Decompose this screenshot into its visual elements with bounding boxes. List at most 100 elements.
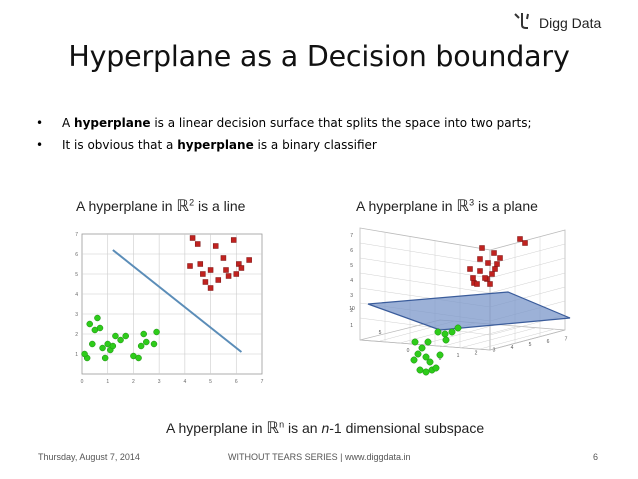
red-point — [230, 237, 237, 243]
red-point — [194, 241, 201, 247]
green-point — [122, 332, 129, 340]
brand-name: Digg Data — [539, 15, 602, 31]
red-point — [485, 260, 491, 266]
green-point — [432, 364, 440, 372]
x-tick-label: 7 — [261, 379, 264, 385]
green-point — [150, 340, 158, 348]
bullet-text: is a binary classifier — [253, 138, 377, 152]
decision-line — [112, 249, 243, 353]
green-point — [109, 342, 117, 350]
red-point — [497, 255, 503, 261]
tick-labels: 0 1 2 3 4 5 6 7 1 2 3 4 5 6 7 — [75, 232, 263, 385]
red-point — [212, 243, 219, 249]
green-point — [101, 354, 109, 362]
x-tick-label: 4 — [183, 379, 186, 385]
green-point — [81, 350, 88, 358]
y-tick-label: 7 — [75, 232, 78, 238]
caption-text: A hyperplane in — [356, 198, 457, 214]
red-point — [246, 257, 252, 263]
data-points-green — [410, 324, 462, 376]
scatter-plot-2d: 0 1 2 3 4 5 6 7 1 2 3 4 5 6 7 — [75, 232, 263, 385]
bullet-list: • A hyperplane is a linear decision surf… — [36, 116, 626, 160]
y-tick-label: 3 — [493, 348, 496, 354]
real-space-symbol: ℝ — [456, 198, 470, 215]
red-point — [225, 273, 232, 279]
red-point — [477, 268, 483, 274]
y-tick-label: 4 — [75, 292, 78, 298]
green-point — [418, 344, 426, 352]
footer-series: WITHOUT TEARS SERIES | www.diggdata.in — [228, 452, 411, 462]
green-point — [416, 366, 424, 374]
y-tick-label: 6 — [75, 252, 78, 258]
y-tick-label: 2 — [475, 350, 478, 356]
y-tick-label: 5 — [529, 342, 532, 348]
y-tick-label: 4 — [511, 345, 514, 351]
red-point — [474, 281, 480, 287]
red-point — [482, 275, 488, 281]
red-point — [489, 271, 495, 277]
z-tick-label: 1 — [350, 323, 353, 329]
red-point — [517, 236, 523, 242]
bullet-text: A — [62, 116, 75, 130]
z-tick-label: 7 — [350, 233, 353, 239]
plot-grid — [81, 233, 263, 375]
red-point — [494, 261, 500, 267]
red-point — [223, 267, 229, 273]
green-point — [89, 340, 96, 348]
left-figure-caption: A hyperplane in ℝ2 is a line — [76, 196, 245, 216]
green-point — [422, 353, 430, 361]
z-tick-label: 5 — [350, 263, 353, 269]
green-point — [436, 351, 444, 359]
data-points — [81, 235, 252, 362]
red-point — [207, 285, 214, 291]
red-point — [470, 275, 476, 281]
x-tick-label: 5 — [209, 379, 212, 385]
red-point — [207, 267, 214, 273]
bullet-bold-term: hyperplane — [74, 116, 151, 130]
red-point — [479, 245, 485, 251]
red-point — [492, 266, 498, 272]
red-point — [467, 266, 473, 272]
green-point — [99, 344, 106, 352]
green-point — [117, 336, 124, 344]
z-tick-label: 6 — [350, 248, 353, 254]
y-tick-label: 5 — [75, 272, 78, 278]
x-tick-label: 3 — [158, 379, 161, 385]
brand-logo: Digg Data — [513, 12, 601, 34]
caption-text: is an — [284, 420, 322, 436]
y-tick-label: 3 — [75, 312, 78, 318]
green-point — [112, 332, 119, 340]
x-tick-label: 0 — [407, 348, 410, 354]
green-point — [441, 330, 449, 338]
y-tick-label: 2 — [75, 332, 78, 338]
bullet-item: • It is obvious that a hyperplane is a b… — [36, 138, 626, 152]
hyperplane-plane — [367, 291, 571, 331]
caption-text: -1 dimensional subspace — [329, 420, 485, 436]
caption-text: A hyperplane in — [76, 198, 177, 214]
green-point — [135, 354, 142, 362]
caption-text: A hyperplane in — [166, 420, 267, 436]
real-space-symbol: ℝ — [266, 420, 280, 437]
red-point — [189, 235, 196, 241]
bullet-text: is a linear decision surface that splits… — [150, 116, 532, 130]
bottom-figure-caption: A hyperplane in ℝn is an n-1 dimensional… — [166, 418, 484, 438]
red-point — [238, 265, 245, 271]
red-point — [197, 261, 204, 267]
scatter-plot-3d: 1 2 3 4 5 6 7 10 5 0 0 1 2 3 4 5 6 7 — [349, 227, 571, 376]
x-tick-label: 5 — [379, 330, 382, 336]
caption-exponent: 2 — [189, 197, 195, 208]
red-point — [487, 281, 493, 287]
green-point — [153, 328, 160, 336]
x-tick-label: 0 — [81, 379, 84, 385]
bullet-symbol: • — [36, 116, 44, 130]
z-tick-label: 3 — [350, 293, 353, 299]
plot-frame — [81, 233, 263, 375]
z-tick-label: 2 — [350, 308, 353, 314]
red-point — [477, 256, 483, 262]
green-point — [140, 330, 147, 338]
tick-labels: 1 2 3 4 5 6 7 10 5 0 0 1 2 3 4 5 6 7 — [349, 233, 567, 362]
green-point — [422, 368, 430, 376]
y-tick-label: 6 — [547, 339, 550, 345]
data-points-red — [467, 236, 528, 287]
caption-text: is a line — [194, 198, 246, 214]
